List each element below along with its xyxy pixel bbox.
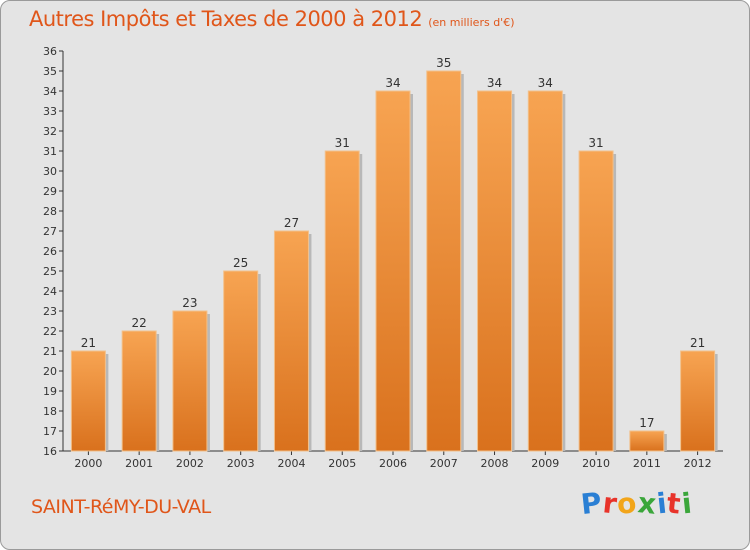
y-tick-label: 33 xyxy=(43,105,57,118)
value-label-2000: 21 xyxy=(81,336,96,350)
y-tick-label: 26 xyxy=(43,245,57,258)
value-label-2011: 17 xyxy=(639,416,654,430)
x-tick-label-2011: 2011 xyxy=(633,457,661,470)
x-tick-label-2002: 2002 xyxy=(176,457,204,470)
bar-2002 xyxy=(172,310,208,452)
bar-2011 xyxy=(629,430,665,452)
value-label-2004: 27 xyxy=(284,216,299,230)
bar-2008 xyxy=(477,90,513,452)
value-label-2010: 31 xyxy=(588,136,603,150)
y-tick-label: 36 xyxy=(43,45,57,58)
y-tick-label: 20 xyxy=(43,365,57,378)
unit-label: (en milliers d'€) xyxy=(428,16,515,29)
y-tick-label: 19 xyxy=(43,385,57,398)
value-label-2002: 23 xyxy=(182,296,197,310)
x-tick-label-2012: 2012 xyxy=(684,457,712,470)
y-tick-label: 27 xyxy=(43,225,57,238)
logo-letter: i xyxy=(679,486,694,521)
bar-2001 xyxy=(121,330,157,452)
x-tick-label-2008: 2008 xyxy=(481,457,509,470)
value-label-2007: 35 xyxy=(436,56,451,70)
y-tick-label: 34 xyxy=(43,85,57,98)
y-tick-label: 17 xyxy=(43,425,57,438)
x-tick-label-2010: 2010 xyxy=(582,457,610,470)
x-tick-label-2005: 2005 xyxy=(328,457,356,470)
y-tick-label: 31 xyxy=(43,145,57,158)
y-tick-label: 23 xyxy=(43,305,57,318)
y-tick-label: 28 xyxy=(43,205,57,218)
value-label-2009: 34 xyxy=(538,76,553,90)
y-tick-label: 30 xyxy=(43,165,57,178)
value-label-2003: 25 xyxy=(233,256,248,270)
bar-2005 xyxy=(324,150,360,452)
y-tick-label: 18 xyxy=(43,405,57,418)
y-tick-label: 24 xyxy=(43,285,57,298)
chart-title: Autres Impôts et Taxes de 2000 à 2012 (en… xyxy=(29,7,514,31)
x-tick-label-2009: 2009 xyxy=(531,457,559,470)
y-tick-label: 25 xyxy=(43,265,57,278)
y-tick-label: 21 xyxy=(43,345,57,358)
chart-title-text: Autres Impôts et Taxes de 2000 à 2012 xyxy=(29,7,423,31)
bar-2000 xyxy=(70,350,106,452)
bar-2007 xyxy=(426,70,462,452)
bar-2010 xyxy=(578,150,614,452)
y-tick-label: 29 xyxy=(43,185,57,198)
value-label-2001: 22 xyxy=(132,316,147,330)
value-label-2012: 21 xyxy=(690,336,705,350)
value-label-2008: 34 xyxy=(487,76,502,90)
x-tick-label-2001: 2001 xyxy=(125,457,153,470)
bar-2004 xyxy=(273,230,309,452)
x-tick-label-2000: 2000 xyxy=(74,457,102,470)
y-tick-label: 22 xyxy=(43,325,57,338)
bar-2006 xyxy=(375,90,411,452)
bar-2012 xyxy=(680,350,716,452)
bar-2009 xyxy=(527,90,563,452)
x-tick-label-2004: 2004 xyxy=(277,457,305,470)
bar-2003 xyxy=(223,270,259,452)
x-tick-label-2003: 2003 xyxy=(227,457,255,470)
value-label-2005: 31 xyxy=(335,136,350,150)
y-tick-label: 32 xyxy=(43,125,57,138)
x-tick-label-2007: 2007 xyxy=(430,457,458,470)
proxiti-logo: Proxiti xyxy=(579,485,694,522)
commune-name: SAINT-RéMY-DU-VAL xyxy=(31,496,211,518)
y-tick-label: 35 xyxy=(43,65,57,78)
x-tick-label-2006: 2006 xyxy=(379,457,407,470)
y-tick-label: 16 xyxy=(43,445,57,458)
value-label-2006: 34 xyxy=(385,76,400,90)
logo-letter: P xyxy=(579,485,605,522)
